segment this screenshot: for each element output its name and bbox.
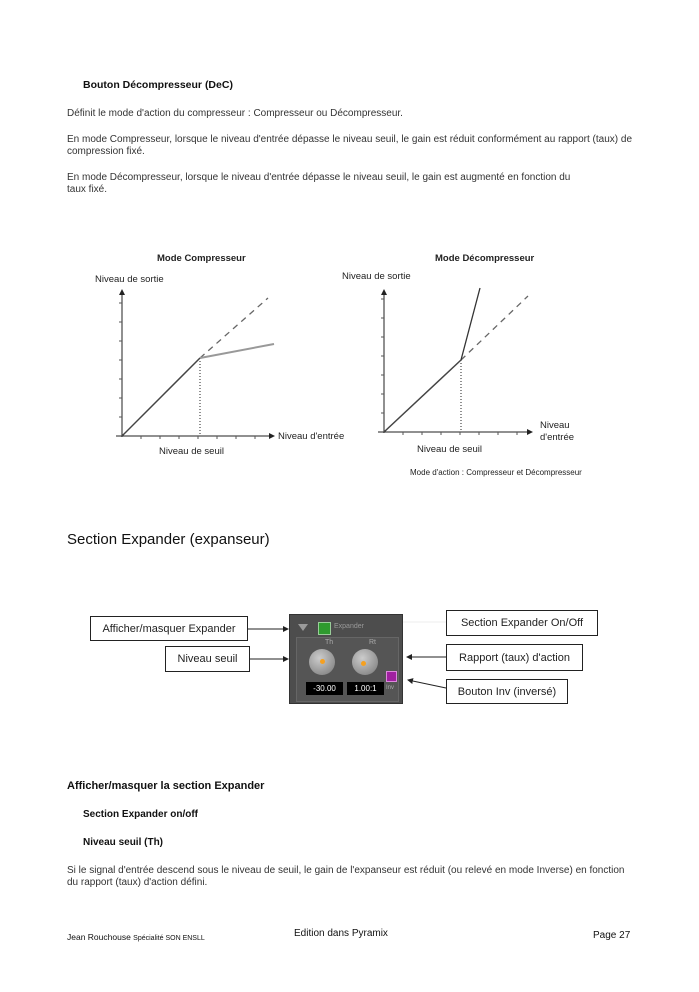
callout-inv: Bouton Inv (inversé) — [446, 679, 568, 704]
left-linear-segment — [121, 357, 201, 437]
threshold-value[interactable]: -30.00 — [306, 682, 343, 695]
footer-author: Jean Rouchouse Spécialité SON ENSLL — [67, 932, 205, 942]
right-x-label-1: Niveau — [540, 420, 570, 431]
expander-on-off-button[interactable] — [318, 622, 331, 635]
footer-title: Edition dans Pyramix — [294, 928, 388, 939]
right-threshold-label: Niveau de seuil — [417, 444, 482, 455]
callout-on-off: Section Expander On/Off — [446, 610, 598, 636]
heading-dec-button: Bouton Décompresseur (DeC) — [83, 79, 233, 91]
panel-title: Expander — [334, 623, 364, 630]
left-threshold-label: Niveau de seuil — [159, 446, 224, 457]
heading-show-hide: Afficher/masquer la section Expander — [67, 780, 265, 792]
paragraph: En mode Compresseur, lorsque le niveau d… — [67, 134, 633, 157]
heading-expander-section: Section Expander (expanseur) — [67, 531, 270, 548]
heading-on-off: Section Expander on/off — [83, 809, 199, 820]
left-ticks — [119, 302, 256, 439]
controls-area: Th Rt -30.00 1.00:1 Inv — [296, 637, 399, 702]
callout-show-hide: Afficher/masquer Expander — [90, 616, 248, 641]
inv-label: Inv — [386, 685, 395, 691]
ratio-value[interactable]: 1.00:1 — [347, 682, 384, 695]
left-y-label: Niveau de sortie — [95, 274, 164, 285]
left-chart-title: Mode Compresseur — [157, 253, 246, 264]
th-label: Th — [325, 639, 334, 646]
paragraph: Si le signal d'entrée descend sous le ni… — [67, 865, 625, 888]
heading-threshold: Niveau seuil (Th) — [83, 837, 164, 848]
paragraph: En mode Décompresseur, lorsque le niveau… — [67, 172, 571, 195]
triangle-down-icon[interactable] — [298, 624, 308, 631]
expander-panel: Expander Th Rt -30.00 1.00:1 Inv — [289, 614, 403, 704]
callout-ratio: Rapport (taux) d'action — [446, 644, 583, 671]
figure-caption: Mode d'action : Compresseur et Décompres… — [410, 468, 582, 477]
right-linear-segment — [383, 359, 462, 433]
threshold-knob[interactable] — [309, 649, 335, 675]
right-y-label: Niveau de sortie — [342, 271, 411, 282]
right-ticks — [381, 298, 518, 435]
footer-page-number: Page 27 — [593, 930, 631, 941]
left-compressed-segment — [199, 343, 275, 359]
inv-button[interactable] — [386, 671, 397, 682]
rt-label: Rt — [369, 639, 376, 646]
right-unity-dashed — [460, 295, 529, 361]
right-expanded-segment — [460, 287, 481, 361]
right-x-label-2: d'entrée — [540, 432, 574, 443]
left-unity-dashed — [199, 297, 269, 359]
right-chart-title: Mode Décompresseur — [435, 253, 535, 264]
callout-threshold: Niveau seuil — [165, 646, 250, 672]
paragraph: Définit le mode d'action du compresseur … — [67, 108, 403, 119]
left-x-label: Niveau d'entrée — [278, 431, 344, 442]
ratio-knob[interactable] — [352, 649, 378, 675]
